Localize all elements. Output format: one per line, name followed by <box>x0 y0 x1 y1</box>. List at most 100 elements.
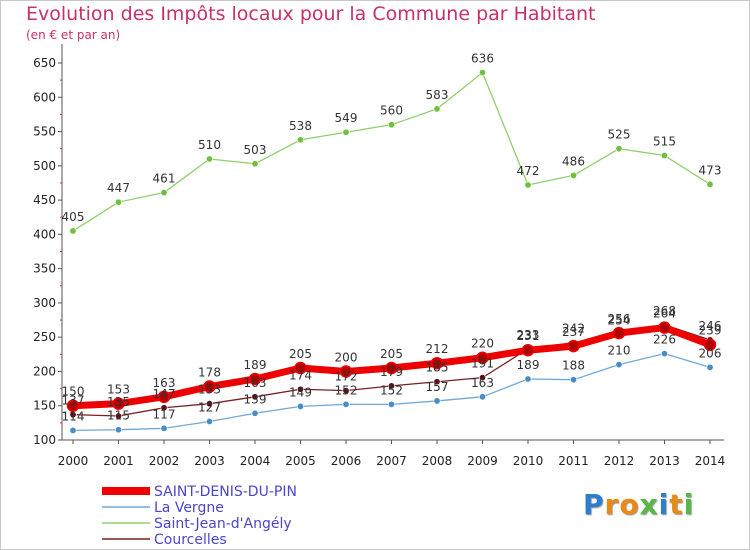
data-label: 510 <box>198 138 221 152</box>
data-point <box>342 400 350 408</box>
data-point <box>115 426 123 434</box>
chart-axes: 100 150 200 250 300 350 400 450 500 550 600 650 2000… <box>33 44 725 468</box>
x-tick-label: 2014 <box>695 454 726 468</box>
data-point <box>660 152 668 160</box>
data-point <box>521 343 535 357</box>
data-point <box>251 160 259 168</box>
data-label: 461 <box>153 172 176 186</box>
data-label: 152 <box>335 383 358 397</box>
data-label: 254 <box>608 313 631 327</box>
x-tick-label: 2000 <box>58 454 89 468</box>
legend-item-saint-jean-d-ang-ly: Saint-Jean-d'Angély <box>102 516 292 532</box>
data-label: 139 <box>244 392 267 406</box>
data-point <box>387 121 395 129</box>
proxiti-logo: Proxiti <box>583 488 694 521</box>
data-point <box>251 409 259 417</box>
data-label: 205 <box>380 347 403 361</box>
y-tick-label: 200 <box>33 364 56 378</box>
data-label: 210 <box>608 344 631 358</box>
data-label: 583 <box>426 88 449 102</box>
data-point <box>115 198 123 206</box>
data-label: 163 <box>244 376 267 390</box>
data-point <box>69 426 77 434</box>
data-point <box>478 69 486 77</box>
data-label: 549 <box>335 111 358 125</box>
data-point <box>66 399 80 412</box>
data-point <box>478 393 486 401</box>
data-label: 226 <box>653 333 676 347</box>
data-label: 206 <box>699 346 722 360</box>
data-point <box>248 372 262 386</box>
legend-item-courcelles: Courcelles <box>102 532 227 548</box>
data-label: 515 <box>653 135 676 149</box>
data-point <box>251 393 259 401</box>
y-tick-label: 150 <box>33 399 56 413</box>
data-label: 503 <box>244 143 267 157</box>
data-point <box>160 424 168 432</box>
logo-letter: o <box>619 488 640 521</box>
data-point <box>433 378 441 386</box>
data-label: 538 <box>289 119 312 133</box>
legend-label: Courcelles <box>154 532 227 548</box>
data-label: 179 <box>380 365 403 379</box>
x-tick-label: 2001 <box>103 454 134 468</box>
x-tick-label: 2013 <box>649 454 680 468</box>
data-point <box>206 400 214 408</box>
logo-letter: t <box>669 488 684 521</box>
data-point <box>157 390 171 404</box>
data-point <box>296 385 304 393</box>
data-point <box>660 350 668 358</box>
legend-label: SAINT-DENIS-DU-PIN <box>154 484 297 500</box>
series-line <box>72 71 711 232</box>
data-point <box>387 382 395 390</box>
legend-label: Saint-Jean-d'Angély <box>154 516 292 532</box>
data-label: 188 <box>562 359 585 373</box>
y-tick-label: 300 <box>33 296 56 310</box>
data-label: 135 <box>107 395 130 409</box>
data-point <box>69 227 77 235</box>
data-label: 233 <box>517 328 540 342</box>
chart-title: Evolution des Impôts locaux pour la Comm… <box>26 3 596 25</box>
data-label: 447 <box>107 181 130 195</box>
data-point <box>478 374 486 382</box>
x-tick-label: 2005 <box>285 454 316 468</box>
data-point <box>706 363 714 371</box>
data-label: 153 <box>198 383 221 397</box>
data-point <box>569 376 577 384</box>
data-label: 163 <box>471 376 494 390</box>
data-point <box>160 189 168 197</box>
data-point <box>203 380 216 393</box>
data-point <box>387 400 395 408</box>
data-label: 157 <box>426 380 449 394</box>
data-point <box>433 397 441 405</box>
data-label: 268 <box>653 304 676 318</box>
series-saint-denis-du-pin <box>66 321 717 412</box>
data-point <box>342 128 350 136</box>
data-point <box>342 387 350 395</box>
data-point <box>296 402 304 410</box>
data-label: 256 <box>608 312 631 326</box>
data-point <box>112 397 125 410</box>
data-label: 237 <box>562 325 585 339</box>
data-label: 242 <box>562 322 585 336</box>
data-label: 172 <box>335 370 358 384</box>
data-label: 163 <box>153 376 176 390</box>
y-tick-label: 450 <box>33 193 56 207</box>
data-point <box>612 326 626 340</box>
data-label: 189 <box>517 358 540 372</box>
x-tick-label: 2009 <box>467 454 498 468</box>
data-label: 137 <box>62 394 85 408</box>
y-tick-label: 350 <box>33 262 56 276</box>
data-label: 189 <box>244 358 267 372</box>
data-label: 220 <box>471 337 494 351</box>
data-label: 264 <box>653 307 676 321</box>
data-label: 152 <box>380 383 403 397</box>
data-label: 560 <box>380 104 403 118</box>
data-label: 115 <box>107 409 130 423</box>
x-tick-label: 2003 <box>194 454 225 468</box>
data-point <box>296 136 304 144</box>
data-point <box>385 361 398 375</box>
logo-letter: x <box>639 488 659 521</box>
data-labels: 405 447 461 510 503 538 549 560 583 636 472 486 525 5… <box>62 52 722 424</box>
